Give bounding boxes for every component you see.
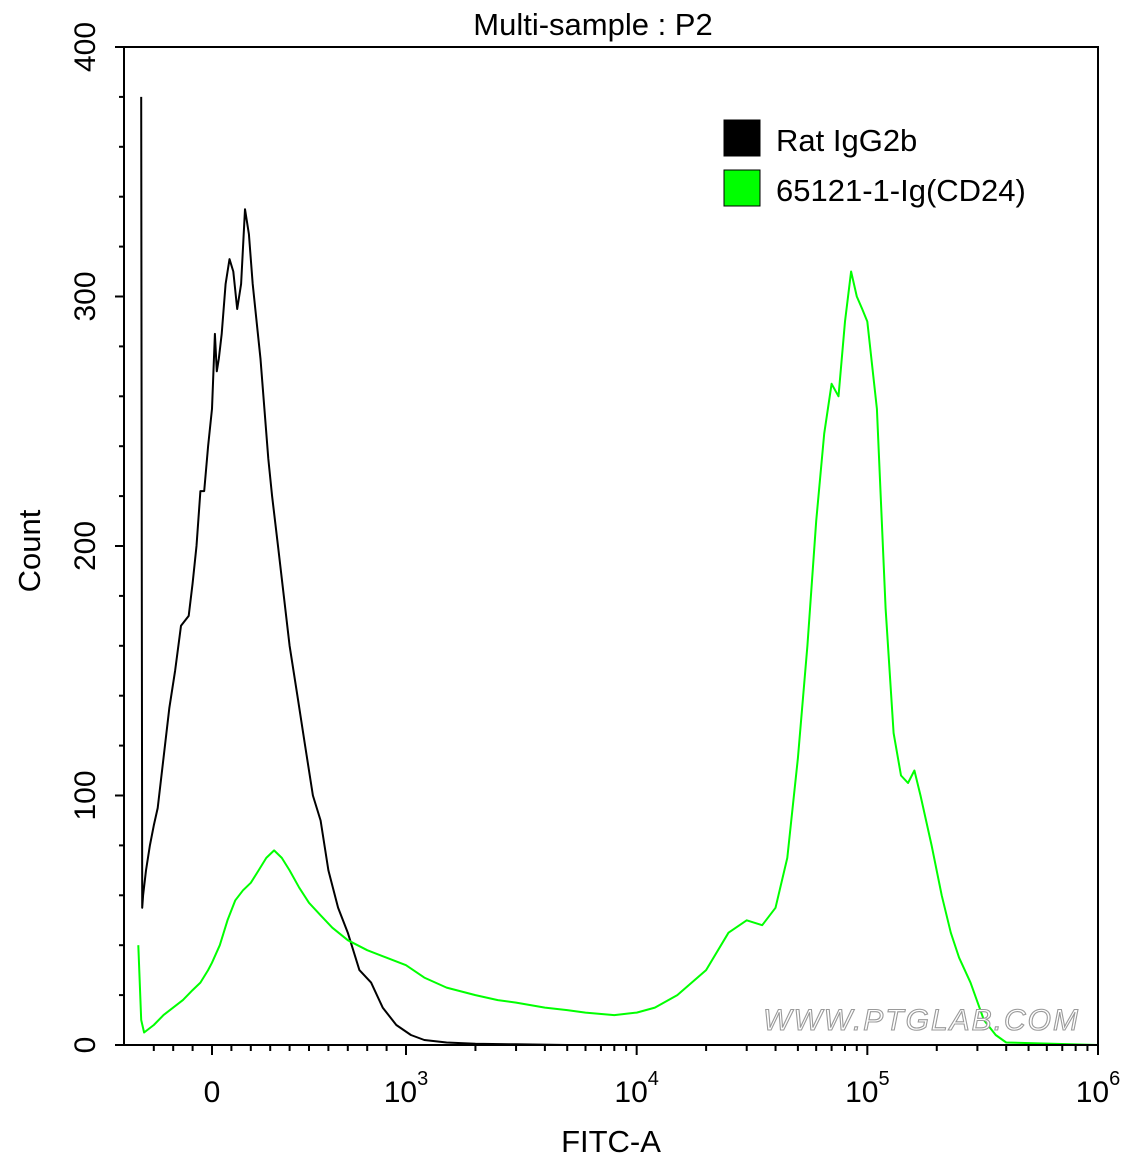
y-tick-label: 300: [69, 271, 102, 321]
y-tick-label: 100: [69, 770, 102, 820]
legend: Rat IgG2b 65121-1-Ig(CD24): [723, 119, 1026, 208]
legend-swatch: [723, 169, 761, 207]
legend-label: Rat IgG2b: [776, 123, 917, 158]
series-line-2: [137, 270, 1099, 1046]
x-tick-label: 106: [1076, 1068, 1121, 1109]
y-tick-label: 400: [69, 22, 102, 72]
watermark: WWW.PTGLAB.COM: [763, 1004, 1080, 1037]
x-tick-label: 103: [384, 1068, 429, 1109]
y-tick-label: 200: [69, 521, 102, 571]
x-tick-label: 105: [845, 1068, 890, 1109]
plot-series: [137, 96, 1099, 1046]
series-line-1: [140, 96, 1098, 1046]
chart-title: Multi-sample : P2: [473, 7, 712, 42]
y-tick-label: 0: [69, 1037, 102, 1054]
y-axis-title: Count: [12, 509, 47, 592]
plot-frame: [123, 46, 1099, 1046]
x-tick-label: 0: [204, 1076, 221, 1109]
x-tick-label: 104: [614, 1068, 659, 1109]
legend-swatch: [723, 119, 761, 157]
x-axis-title: FITC-A: [561, 1124, 661, 1159]
axis-labels: 0 100 200 300 400 0 103 104 105 106: [69, 22, 1120, 1109]
legend-label: 65121-1-Ig(CD24): [776, 173, 1026, 208]
